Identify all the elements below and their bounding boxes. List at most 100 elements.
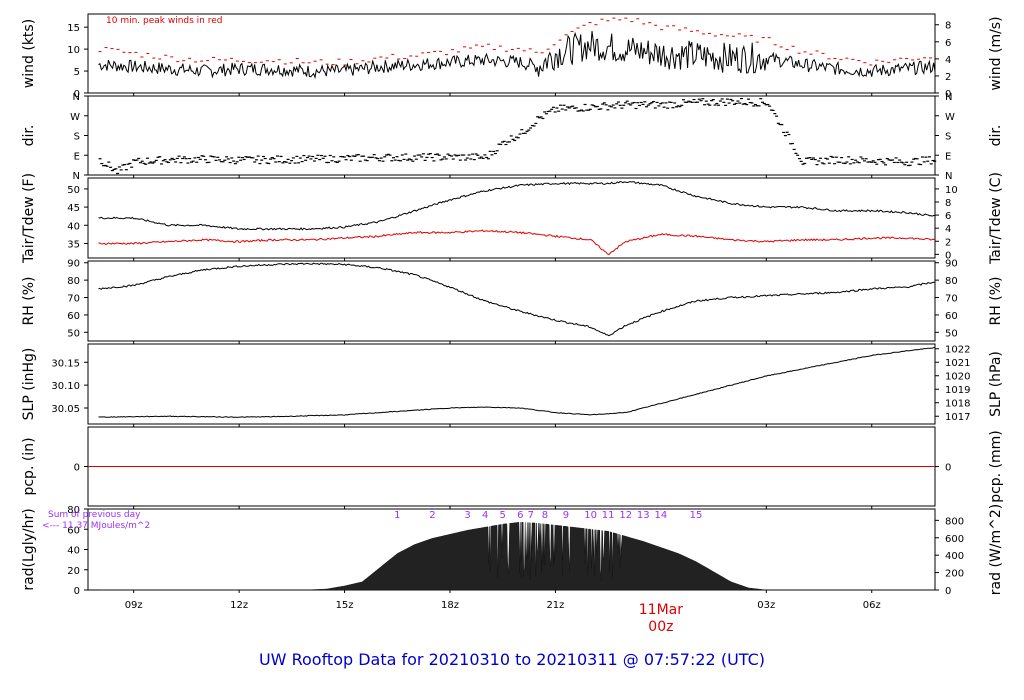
x-tick-label: 21z [546,600,564,611]
hour-mark: 7 [528,510,534,521]
panel-rh: RH (%) RH (%) 50 60 70 80 90 50 60 70 80 90 [21,259,1004,344]
right-tick-label: 4 [945,55,951,66]
date-hour-label: 00z [648,619,673,635]
right-tick-label: 0 [945,586,951,597]
left-tick-label: 40 [67,221,80,232]
right-tick-label: 8 [945,21,951,32]
right-tick-label: 6 [945,211,951,222]
left-tick-label: 50 [67,328,80,339]
right-tick-label: E [945,151,951,162]
x-tick-label: 06z [863,600,881,611]
x-tick-label: 03z [757,600,775,611]
hour-mark: 2 [429,510,435,521]
right-axis-label: Tair/Tdew (C) [988,172,1004,265]
right-tick-label: 0 [945,463,951,474]
left-tick-label: 60 [67,525,80,536]
left-axis-label: wind (kts) [21,19,37,88]
right-tick-label: S [945,132,951,143]
left-tick-label: 30.15 [51,358,80,369]
left-axis-label: SLP (inHg) [21,348,37,421]
x-tick-label: 15z [336,600,354,611]
right-tick-label: 2 [945,237,951,248]
right-tick-label: 0 [945,89,951,100]
wind-series-line [98,31,936,80]
panel-wind: wind (kts) wind (m/s) 0 5 10 15 0 2 4 6 8 10 min. p… [21,13,1004,100]
right-tick-label: 1020 [945,372,970,383]
hour-mark: 14 [655,510,668,521]
temp-series-tdew-line [98,229,936,256]
left-tick-label: 0 [74,586,80,597]
right-tick-label: 8 [945,198,951,209]
left-tick-label: 90 [67,259,80,270]
left-tick-label: S [74,132,80,143]
right-axis-label: pcp. (mm) [988,430,1004,503]
left-tick-label: 5 [74,67,80,78]
left-tick-label: W [70,112,80,123]
panel-frame [87,343,936,425]
hour-mark: 13 [637,510,650,521]
left-tick-label: 45 [67,203,80,214]
left-axis-label: rad(Lgly/hr) [21,508,37,590]
left-tick-label: 10 [67,45,80,56]
left-tick-label: 20 [67,566,80,577]
panel-rad: rad(Lgly/hr) rad (W/m^2)02040608002004006… [21,504,1004,597]
right-tick-label: W [945,112,955,123]
right-tick-label: 10 [945,185,958,196]
chart-title: UW Rooftop Data for 20210310 to 20210311… [259,650,765,669]
hour-mark: 4 [482,510,488,521]
right-tick-label: 6 [945,38,951,49]
left-axis-label: pcp. (in) [21,437,37,495]
right-tick-label: 90 [945,259,958,270]
x-tick-label: 18z [441,600,459,611]
temp-series-tair-line [98,180,936,231]
left-tick-label: 0 [74,463,80,474]
panel-temp: Tair/Tdew (F) Tair/Tdew (C) 35 40 45 50 0 2 4 6 8 1… [21,172,1004,265]
hour-mark: 10 [584,510,597,521]
right-tick-label: 80 [945,276,958,287]
panel-pcp: pcp. (in) pcp. (mm) 0 0 [21,426,1004,509]
rad-note-line2: <--- 11.37 MJoules/m^2 [42,521,150,531]
slp-series-slp-line [98,346,936,418]
left-tick-label: 35 [67,239,80,250]
right-tick-label: 2 [945,72,951,83]
right-tick-label: 1022 [945,345,970,356]
right-tick-label: 200 [945,569,964,580]
left-tick-label: 30.05 [51,404,80,415]
panel-frame [87,260,936,342]
rad-area [98,521,935,591]
left-tick-label: 50 [67,185,80,196]
left-tick-label: 60 [67,311,80,322]
left-tick-label: N [73,171,80,182]
hour-mark: 6 [517,510,523,521]
right-tick-label: 50 [945,328,958,339]
hour-mark: 3 [464,510,470,521]
left-axis-label: Tair/Tdew (F) [21,173,37,264]
hour-mark: 11 [602,510,615,521]
right-axis-label: SLP (hPa) [988,351,1004,417]
right-tick-label: 400 [945,551,964,562]
right-tick-label: 4 [945,224,951,235]
left-tick-label: 40 [67,546,80,557]
rh-series-rh-line [98,262,936,337]
right-tick-label: 1019 [945,385,970,396]
hour-mark: 9 [563,510,569,521]
hour-mark: 12 [619,510,632,521]
hour-mark: 1 [394,510,400,521]
left-tick-label: 70 [67,294,80,305]
left-tick-label: 30.10 [51,381,80,392]
date-label: 11Mar [639,602,683,618]
panel-frame [87,177,936,259]
right-axis-label: wind (m/s) [988,16,1004,90]
panel-frame [87,13,936,94]
x-tick-label: 09z [125,600,143,611]
right-tick-label: 800 [945,516,964,527]
right-tick-label: 1018 [945,399,970,410]
left-tick-label: 15 [67,23,80,34]
left-tick-label: 80 [67,276,80,287]
hour-mark: 5 [500,510,506,521]
right-tick-label: N [945,171,952,182]
x-tick-label: 12z [230,600,248,611]
